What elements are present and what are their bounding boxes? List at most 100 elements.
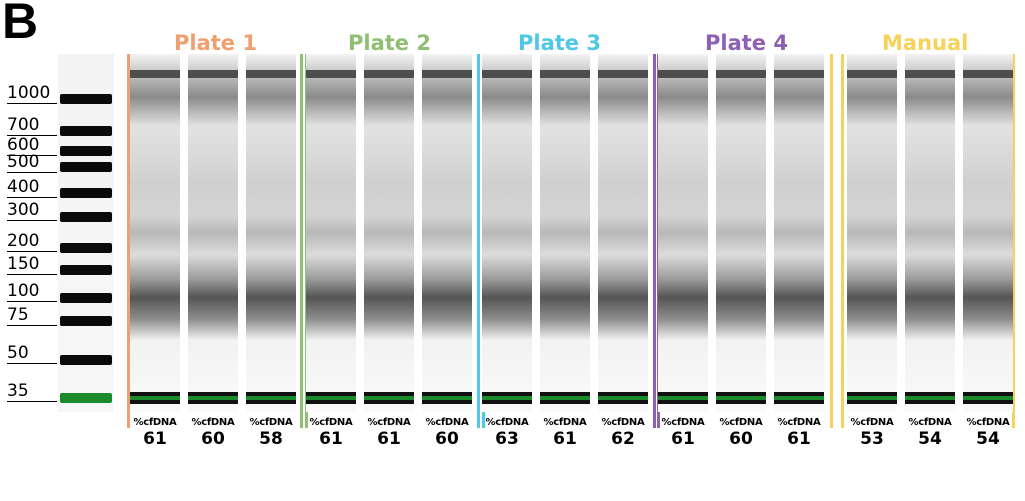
cfdna-percent-value: 60 [201, 429, 225, 449]
ladder-size-label: 700 [7, 115, 40, 135]
group-divider [830, 54, 833, 428]
cfdna-percent-value: 63 [495, 429, 519, 449]
upper-marker-band [422, 70, 472, 78]
ladder-size-label: 100 [7, 281, 40, 301]
ladder-size-label: 300 [7, 200, 40, 220]
sample-lane [963, 54, 1013, 412]
sample-lane [306, 54, 356, 412]
upper-marker-band [598, 70, 648, 78]
upper-marker-band [540, 70, 590, 78]
ladder-size-label: 35 [7, 381, 29, 401]
lower-marker-green [422, 396, 472, 400]
sample-lane [130, 54, 180, 412]
ladder-band [60, 393, 112, 403]
ladder-underline [7, 197, 57, 198]
cfdna-percent-value: 53 [860, 429, 884, 449]
sample-lane [598, 54, 648, 412]
plate-title: Plate 2 [348, 31, 431, 55]
sample-lane [905, 54, 955, 412]
ladder-band [60, 243, 112, 253]
lower-marker-green [364, 396, 414, 400]
upper-marker-band [847, 70, 897, 78]
cfdna-percent-value: 61 [143, 429, 167, 449]
upper-marker-band [364, 70, 414, 78]
upper-marker-band [716, 70, 766, 78]
upper-marker-band [306, 70, 356, 78]
lower-marker-green [847, 396, 897, 400]
sample-lane [364, 54, 414, 412]
sample-lane [658, 54, 708, 412]
ladder-underline [7, 363, 57, 364]
cfdna-percent-value: 61 [671, 429, 695, 449]
panel-letter: B [2, 0, 39, 49]
lane-caption: %cfDNA [425, 417, 469, 428]
lane-caption: %cfDNA [543, 417, 587, 428]
group-divider [841, 54, 844, 428]
lane-caption: %cfDNA [309, 417, 353, 428]
ladder-size-label: 200 [7, 231, 40, 251]
lane-caption: %cfDNA [133, 417, 177, 428]
ladder-band [60, 355, 112, 365]
ladder-band [60, 162, 112, 172]
cfdna-percent-value: 61 [553, 429, 577, 449]
plate-title: Manual [882, 31, 969, 55]
sample-lane [188, 54, 238, 412]
ladder-underline [7, 220, 57, 221]
cfdna-percent-value: 61 [319, 429, 343, 449]
lane-caption: %cfDNA [601, 417, 645, 428]
upper-marker-band [905, 70, 955, 78]
ladder-lane [58, 54, 114, 412]
sample-lane [482, 54, 532, 412]
sample-lane [716, 54, 766, 412]
cfdna-percent-value: 62 [611, 429, 635, 449]
ladder-underline [7, 135, 57, 136]
lower-marker-green [963, 396, 1013, 400]
lower-marker-green [188, 396, 238, 400]
upper-marker-band [658, 70, 708, 78]
ladder-underline [7, 251, 57, 252]
ladder-underline [7, 325, 57, 326]
ladder-band [60, 188, 112, 198]
lane-caption: %cfDNA [850, 417, 894, 428]
ladder-underline [7, 172, 57, 173]
ladder-size-label: 600 [7, 135, 40, 155]
group-divider [653, 54, 656, 428]
lane-caption: %cfDNA [249, 417, 293, 428]
cfdna-percent-value: 54 [918, 429, 942, 449]
lower-marker-green [905, 396, 955, 400]
ladder-size-label: 1000 [7, 83, 51, 103]
upper-marker-band [482, 70, 532, 78]
lane-caption: %cfDNA [367, 417, 411, 428]
plate-title: Plate 3 [518, 31, 601, 55]
ladder-underline [7, 401, 57, 402]
cfdna-percent-value: 60 [435, 429, 459, 449]
lane-caption: %cfDNA [485, 417, 529, 428]
ladder-size-label: 50 [7, 343, 29, 363]
ladder-underline [7, 103, 57, 104]
ladder-band [60, 265, 112, 275]
cfdna-percent-value: 54 [976, 429, 1000, 449]
cfdna-percent-value: 58 [259, 429, 283, 449]
ladder-underline [7, 301, 57, 302]
upper-marker-band [963, 70, 1013, 78]
cfdna-percent-value: 61 [377, 429, 401, 449]
ladder-underline [7, 155, 57, 156]
lane-caption: %cfDNA [777, 417, 821, 428]
lane-caption: %cfDNA [966, 417, 1010, 428]
ladder-band [60, 293, 112, 303]
cfdna-percent-value: 61 [787, 429, 811, 449]
lower-marker-green [306, 396, 356, 400]
ladder-size-label: 500 [7, 152, 40, 172]
lower-marker-green [540, 396, 590, 400]
lower-marker-green [130, 396, 180, 400]
sample-lane [540, 54, 590, 412]
upper-marker-band [774, 70, 824, 78]
group-divider [300, 54, 303, 428]
lane-caption: %cfDNA [908, 417, 952, 428]
lower-marker-green [246, 396, 296, 400]
group-divider [127, 54, 130, 428]
cfdna-percent-value: 60 [729, 429, 753, 449]
lower-marker-green [774, 396, 824, 400]
sample-lane [847, 54, 897, 412]
